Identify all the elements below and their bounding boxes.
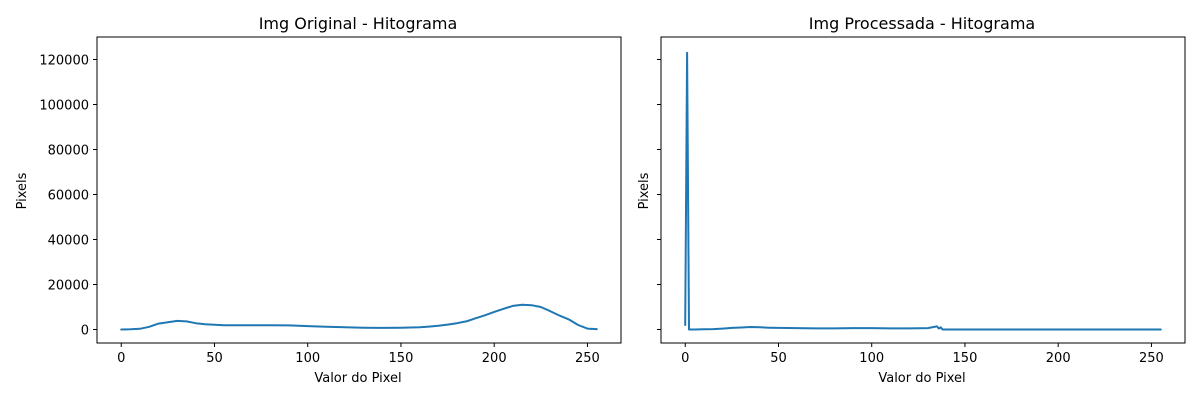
original-y-tick-label: 60000 bbox=[48, 189, 89, 204]
processed-histogram-title: Img Processada - Hitograma bbox=[809, 14, 1035, 33]
original-x-tick-label: 200 bbox=[482, 351, 507, 366]
original-y-tick-label: 20000 bbox=[48, 279, 89, 294]
original-plot-frame bbox=[96, 36, 622, 344]
original-x-tick-label: 150 bbox=[389, 351, 414, 366]
original-histogram-panel: Img Original - Hitograma Valor do Pixel … bbox=[15, 14, 622, 386]
original-y-tick-label: 80000 bbox=[48, 144, 89, 159]
original-y-tick-label: 40000 bbox=[48, 234, 89, 249]
processed-x-tick-label: 0 bbox=[681, 351, 689, 366]
original-x-tick-label: 50 bbox=[206, 351, 223, 366]
processed-x-tick-label: 250 bbox=[1139, 351, 1164, 366]
original-y-tick-label: 120000 bbox=[39, 54, 89, 69]
original-histogram-line bbox=[120, 303, 598, 331]
original-y-tick-label: 0 bbox=[81, 324, 89, 339]
original-y-axis-label: Pixels bbox=[15, 172, 30, 209]
processed-x-axis-label: Valor do Pixel bbox=[878, 371, 965, 386]
processed-x-tick-label: 100 bbox=[859, 351, 884, 366]
original-x-tick-label: 250 bbox=[575, 351, 600, 366]
processed-ticks: 0 50 100 150 200 250 bbox=[657, 59, 1164, 366]
processed-plot-frame bbox=[660, 36, 1186, 344]
original-y-tick-label: 100000 bbox=[39, 99, 89, 114]
original-x-axis-label: Valor do Pixel bbox=[314, 371, 401, 386]
original-x-tick-label: 0 bbox=[117, 351, 125, 366]
processed-histogram-panel: Img Processada - Hitograma Valor do Pixe… bbox=[637, 14, 1186, 386]
processed-x-tick-label: 200 bbox=[1046, 351, 1071, 366]
processed-histogram-line bbox=[684, 51, 1162, 331]
original-ticks: 0 50 100 150 200 250 0 20000 40000 60000 80000 1000… bbox=[39, 54, 599, 367]
original-histogram-title: Img Original - Hitograma bbox=[259, 14, 458, 33]
processed-y-axis-label: Pixels bbox=[637, 172, 652, 209]
processed-x-tick-label: 150 bbox=[953, 351, 978, 366]
processed-x-tick-label: 50 bbox=[770, 351, 787, 366]
original-x-tick-label: 100 bbox=[295, 351, 320, 366]
